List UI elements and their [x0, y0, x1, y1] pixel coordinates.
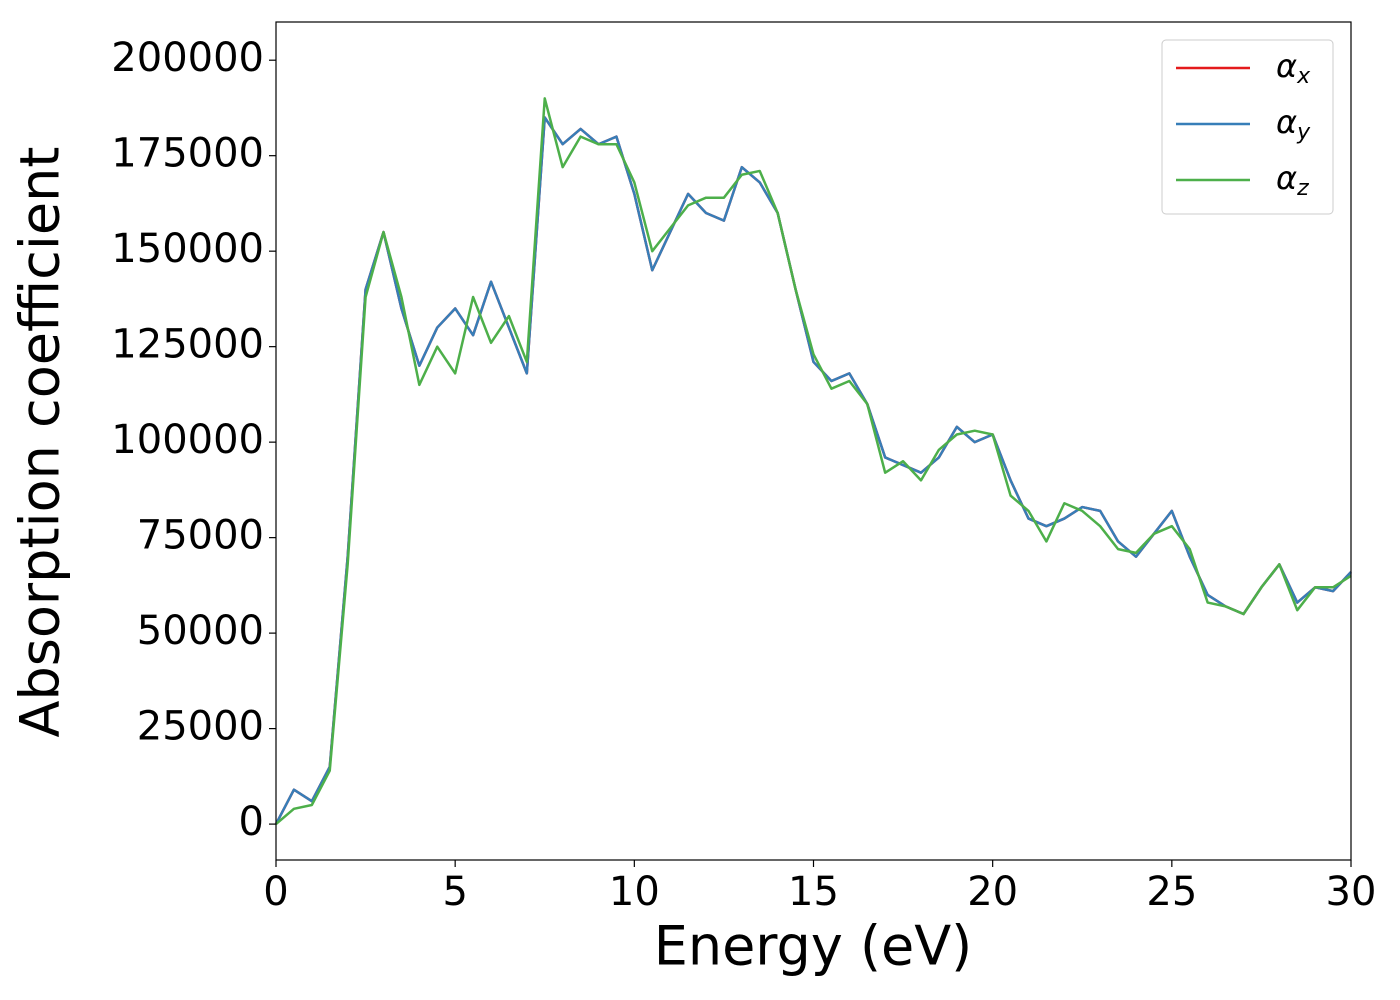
x-tick-label: 20 [967, 869, 1018, 915]
legend-label: αy [1276, 103, 1311, 145]
legend-label: αx [1276, 47, 1311, 89]
x-axis-label: Energy (eV) [654, 915, 973, 978]
series-line [274, 116, 1352, 825]
series-line [274, 116, 1352, 825]
x-tick-label: 25 [1146, 869, 1197, 915]
x-tick-label: 10 [609, 869, 660, 915]
x-tick-label: 5 [442, 869, 467, 915]
x-tick-label: 15 [788, 869, 839, 915]
y-tick-label: 125000 [111, 322, 264, 368]
x-tick-label: 0 [263, 869, 288, 915]
y-tick-label: 175000 [111, 131, 264, 177]
y-axis-label: Absorption coefficient [9, 147, 72, 738]
plot-frame [275, 21, 1352, 861]
x-tick-label: 30 [1326, 869, 1377, 915]
legend-box [1161, 39, 1334, 215]
y-tick-label: 200000 [111, 35, 264, 81]
legend-label: αz [1276, 159, 1309, 201]
y-tick-label: 150000 [111, 226, 264, 272]
y-tick-label: 25000 [137, 704, 264, 750]
series-line [275, 97, 1352, 826]
legend: αx αy αz [1161, 39, 1334, 215]
y-tick-label: 0 [239, 799, 264, 845]
y-tick-label: 100000 [111, 417, 264, 463]
y-tick-label: 75000 [137, 513, 264, 559]
y-tick-label: 50000 [137, 608, 264, 654]
